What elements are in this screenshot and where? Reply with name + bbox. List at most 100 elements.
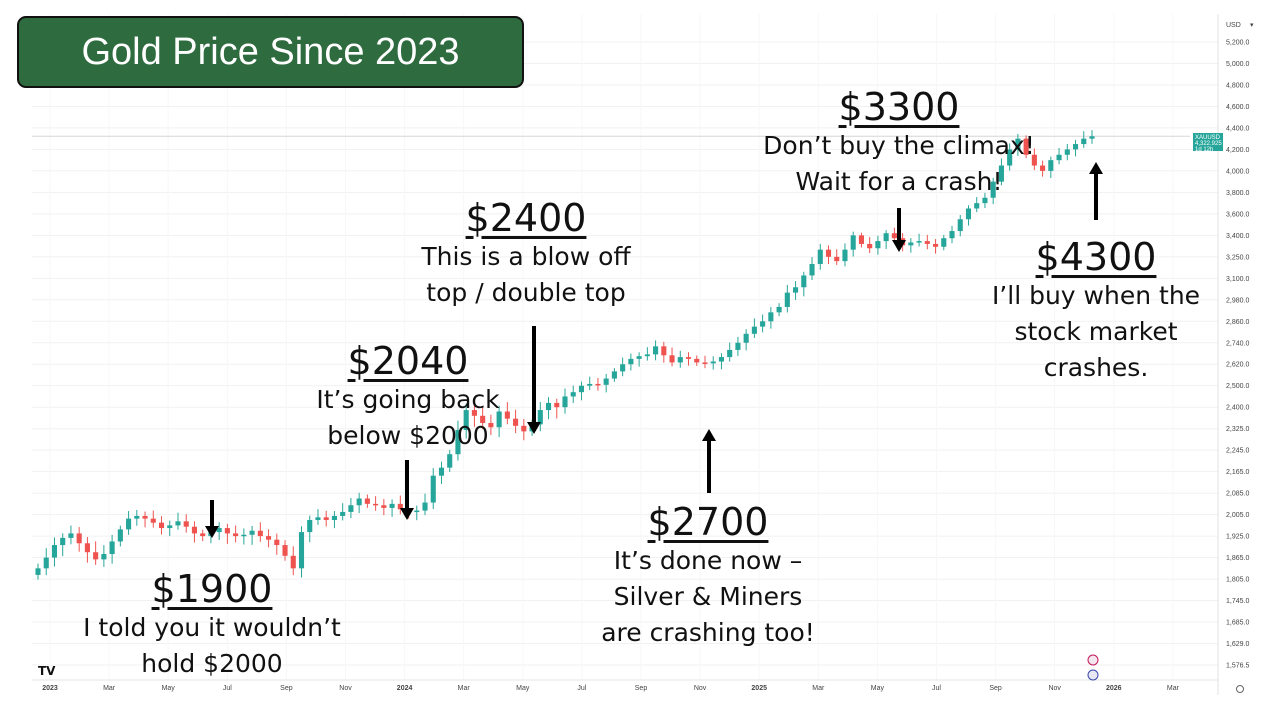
- candle: [397, 495, 403, 515]
- candle: [924, 234, 930, 250]
- time-axis: 2023 Mar May Jul Sep Nov 2024 Mar May Jul Sep Nov 20…: [32, 679, 1218, 692]
- candle: [941, 234, 947, 251]
- annotation-arrows: [205, 162, 1103, 538]
- tradingview-logo[interactable]: TV: [38, 664, 56, 678]
- candle: [850, 231, 856, 257]
- candle: [356, 492, 362, 514]
- annotation-price: $1900: [151, 567, 273, 611]
- candle: [323, 510, 329, 527]
- candle: [373, 496, 379, 511]
- candle: [735, 336, 741, 356]
- candle: [307, 515, 313, 543]
- candle: [1040, 160, 1046, 177]
- settings-icon[interactable]: [1236, 685, 1244, 693]
- candle: [974, 197, 980, 213]
- price-tick-label: 4,400.0: [1226, 125, 1249, 132]
- candle: [653, 340, 659, 361]
- annotation-1900: $1900 I told you it wouldn’t hold $2000: [62, 568, 362, 682]
- candle: [158, 516, 165, 535]
- candle: [438, 461, 445, 484]
- price-tick-label: 3,800.0: [1226, 190, 1249, 197]
- candle: [389, 499, 395, 517]
- candle: [84, 536, 90, 563]
- candle: [694, 355, 700, 366]
- time-tick-label: Sep: [989, 685, 1002, 692]
- annotation-3300: $3300 Don’t buy the climax! Wait for a c…: [754, 86, 1044, 200]
- time-tick-label: Mar: [1167, 685, 1180, 692]
- candle: [858, 232, 864, 248]
- candle: [908, 238, 914, 253]
- price-tick-label: 2,620.0: [1226, 362, 1249, 369]
- candle: [504, 402, 510, 425]
- candle: [710, 356, 716, 370]
- candle: [282, 540, 288, 561]
- price-tick-label: 2,165.0: [1226, 469, 1249, 476]
- time-tick-label: May: [516, 685, 530, 692]
- candle: [68, 525, 74, 545]
- candle: [537, 402, 543, 432]
- candle: [1081, 131, 1087, 148]
- candle: [644, 347, 650, 361]
- price-tick-label: 2,325.0: [1226, 426, 1249, 433]
- time-tick-label: May: [162, 685, 176, 692]
- price-tick-label: 1,685.0: [1226, 620, 1249, 627]
- time-tick-label: Mar: [103, 685, 116, 692]
- candle: [1072, 139, 1079, 157]
- candle: [727, 342, 733, 362]
- candle: [677, 350, 683, 368]
- price-tick-label: 3,100.0: [1226, 276, 1249, 283]
- candle: [216, 522, 222, 540]
- candle: [134, 509, 140, 526]
- candle: [257, 522, 263, 542]
- annotation-line: are crashing too!: [601, 618, 815, 647]
- candle: [661, 341, 667, 363]
- candles: [35, 130, 1095, 580]
- candle: [521, 419, 527, 441]
- annotation-2400: $2400 This is a blow off top / double to…: [396, 197, 656, 311]
- price-tick-label: 2,085.0: [1226, 491, 1249, 498]
- event-icons[interactable]: [1087, 654, 1099, 681]
- candle: [718, 353, 725, 370]
- time-tick-label: 2026: [1106, 685, 1122, 692]
- price-tick-label: 2,860.0: [1226, 319, 1249, 326]
- annotation-line: This is a blow off: [421, 242, 631, 271]
- price-tick-label: 2,740.0: [1226, 340, 1249, 347]
- time-tick-label: 2025: [751, 685, 767, 692]
- candle: [150, 510, 156, 528]
- candle: [200, 529, 206, 542]
- price-tick-label: 2,005.0: [1226, 512, 1249, 519]
- candle: [998, 158, 1004, 186]
- candle: [875, 235, 881, 255]
- candle: [587, 376, 593, 391]
- annotation-line: Don’t buy the climax!: [763, 131, 1035, 160]
- price-tick-label: 1,925.0: [1226, 534, 1249, 541]
- candle: [867, 237, 873, 254]
- candle: [51, 537, 58, 567]
- candle: [1056, 148, 1062, 165]
- candle: [817, 243, 823, 270]
- candle: [142, 511, 148, 528]
- price-tick-label: 5,200.0: [1226, 40, 1249, 47]
- time-tick-label: Nov: [694, 685, 707, 692]
- candle: [298, 526, 305, 578]
- candle: [35, 563, 41, 580]
- annotation-price: $4300: [1035, 235, 1157, 279]
- candle: [990, 177, 996, 205]
- annotation-line: below $2000: [327, 421, 489, 450]
- time-tick-label: Nov: [1048, 685, 1061, 692]
- candle: [545, 397, 552, 420]
- candle: [1048, 156, 1054, 179]
- price-tick-label: 4,600.0: [1226, 104, 1249, 111]
- time-remaining: 1d 12h: [1195, 147, 1214, 153]
- annotation-line: It’s done now –: [613, 546, 803, 575]
- price-tick-label: 1,745.0: [1226, 598, 1249, 605]
- annotation-line: stock market: [1014, 317, 1178, 346]
- price-axis: 1,576.5 1,629.0 1,685.0 1,745.0 1,805.0 1,865…: [1217, 14, 1249, 695]
- candle: [348, 497, 354, 519]
- candle: [834, 249, 840, 265]
- candle: [965, 205, 972, 226]
- candle: [578, 381, 585, 401]
- currency-dropdown-icon[interactable]: ▾: [1250, 22, 1254, 29]
- candle: [331, 511, 337, 529]
